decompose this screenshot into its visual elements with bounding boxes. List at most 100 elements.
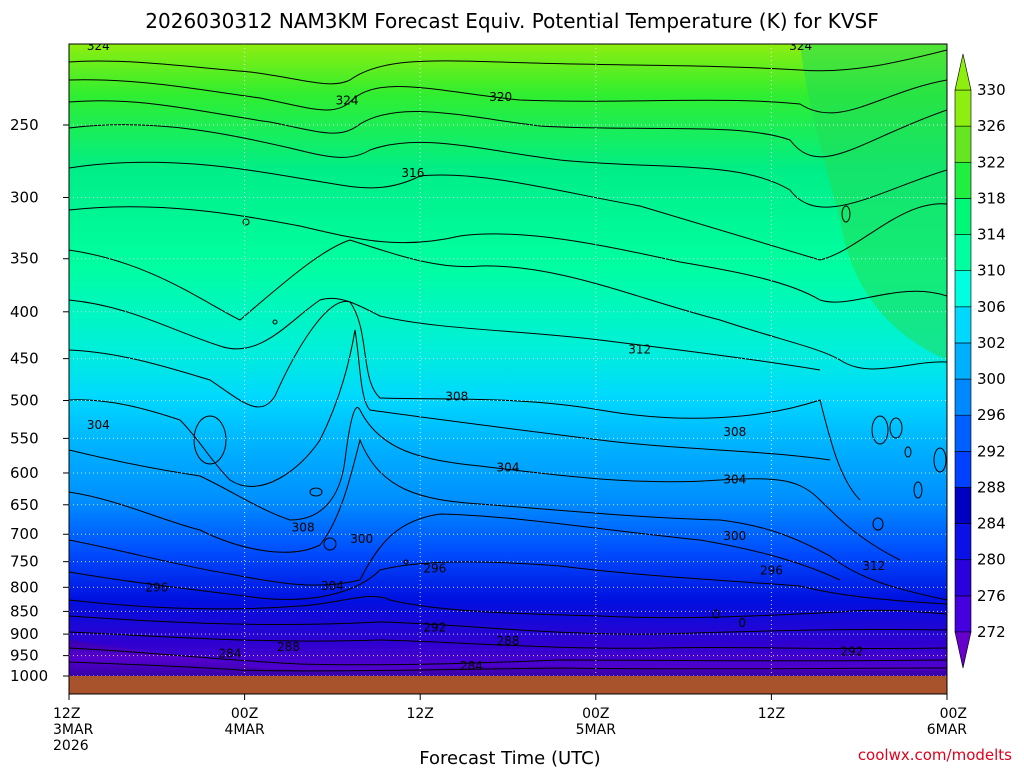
x-tick-line: 5MAR (576, 722, 617, 738)
colorbar-tick-label: 330 (977, 81, 1006, 99)
x-tick-line: 4MAR (224, 722, 265, 738)
colorbar-tick-label: 300 (977, 370, 1006, 388)
colorbar-segment (954, 270, 972, 308)
x-tick-line: 00Z (231, 706, 258, 722)
y-tick-label: 450 (10, 350, 39, 368)
y-tick-label: 650 (10, 496, 39, 514)
contour-label: 304 (321, 579, 344, 593)
plot-area: 324 324 320 324 316 312 308 308 304 304 304 308 300 3… (69, 39, 947, 676)
colorbar-tick-label: 280 (977, 551, 1006, 569)
colorbar-tick-label: 272 (977, 623, 1006, 641)
contour-label: 296 (760, 564, 783, 578)
colorbar-segment (954, 523, 972, 561)
colorbar-segment (954, 306, 972, 344)
contour-label: 304 (87, 418, 110, 432)
contour-label: 316 (401, 166, 424, 180)
colorbar-segment (954, 414, 972, 452)
y-tick-label: 250 (10, 116, 39, 134)
credit-text: coolwx.com/modelts (858, 746, 1012, 764)
y-tick-label: 850 (10, 602, 39, 620)
colorbar-segment (954, 89, 972, 127)
contour-lines (69, 49, 947, 672)
colorbar: 272 276 280 284 288 292 296 300 302 306 310 314 318 3… (954, 53, 1006, 669)
colorbar-segment (954, 161, 972, 199)
contour-label: 296 (423, 561, 446, 575)
contour-label: 308 (445, 390, 468, 404)
contour-label: 312 (862, 559, 885, 573)
x-tick-line: 12Z (53, 706, 80, 722)
colorbar-tick-label: 306 (977, 298, 1006, 316)
contour-label: 292 (423, 620, 446, 634)
colorbar-tick-label: 326 (977, 117, 1006, 135)
contour-label: 300 (350, 532, 373, 546)
y-tick-label: 800 (10, 578, 39, 596)
colorbar-tick-label: 310 (977, 262, 1006, 280)
contour-label: 304 (497, 461, 520, 475)
contour-label: 308 (723, 425, 746, 439)
x-tick-line: 00Z (940, 706, 967, 722)
y-tick-label: 350 (10, 250, 39, 268)
y-tick-label: 600 (10, 464, 39, 482)
plot-frame (68, 43, 948, 695)
colorbar-tick-label: 318 (977, 189, 1006, 207)
colorbar-segment (954, 125, 972, 163)
contour-label: 312 (628, 343, 651, 357)
y-tick-label: 900 (10, 625, 39, 643)
contour-label: 300 (723, 529, 746, 543)
chart-title: 2026030312 NAM3KM Forecast Equiv. Potent… (145, 9, 878, 33)
y-tick-label: 500 (10, 392, 39, 410)
colorbar-max-arrow (954, 53, 972, 91)
upper-warm-region (800, 44, 947, 360)
colorbar-tick-label: 288 (977, 478, 1006, 496)
x-axis-label: Forecast Time (UTC) (419, 748, 600, 768)
contour-label: 284 (219, 647, 242, 661)
ground-surface (69, 676, 947, 694)
y-tick-label: 550 (10, 429, 39, 447)
colorbar-tick-label: 314 (977, 226, 1006, 244)
x-tick-line: 6MAR (927, 722, 968, 738)
theta-e-field (69, 44, 947, 676)
colorbar-tick-label: 302 (977, 334, 1006, 352)
grid-lines (69, 44, 947, 676)
contour-label: 324 (789, 39, 812, 53)
contour-label: 324 (336, 93, 359, 107)
colorbar-segment (954, 595, 972, 633)
y-tick-label: 750 (10, 553, 39, 571)
colorbar-segment (954, 378, 972, 416)
colorbar-tick-label: 292 (977, 442, 1006, 460)
x-tick-line: 12Z (758, 706, 785, 722)
y-tick-label: 300 (10, 188, 39, 206)
contour-label: 308 (292, 520, 315, 534)
contour-label: 284 (460, 659, 483, 673)
y-axis: 250 300 350 400 450 500 550 600 650 700 750 800 850 9… (10, 116, 69, 685)
y-tick-label: 1000 (10, 667, 48, 685)
x-tick-label: 12Z (406, 706, 433, 722)
x-tick-line: 12Z (406, 706, 433, 722)
contour-label: 288 (277, 640, 300, 654)
colorbar-min-arrow (954, 631, 972, 669)
colorbar-tick-label: 284 (977, 515, 1006, 533)
contour-label: 320 (489, 90, 512, 104)
x-tick-line: 00Z (582, 706, 609, 722)
contour-label: 304 (723, 473, 746, 487)
colorbar-segment (954, 342, 972, 380)
colorbar-segment (954, 487, 972, 524)
x-tick-label: 12Z (758, 706, 785, 722)
contour-label: 296 (145, 580, 168, 594)
y-tick-label: 400 (10, 303, 39, 321)
contour-label: 0 (738, 616, 746, 630)
contour-labels: 324 324 320 324 316 312 308 308 304 304 304 308 300 3… (87, 39, 885, 673)
contour-label: 288 (497, 634, 520, 648)
x-tick-line: 2026 (53, 738, 89, 754)
contour-label: 324 (87, 39, 110, 53)
contour-label: 292 (840, 644, 863, 658)
colorbar-segment (954, 234, 972, 271)
colorbar-tick-label: 296 (977, 406, 1006, 424)
x-tick-line: 3MAR (53, 722, 94, 738)
